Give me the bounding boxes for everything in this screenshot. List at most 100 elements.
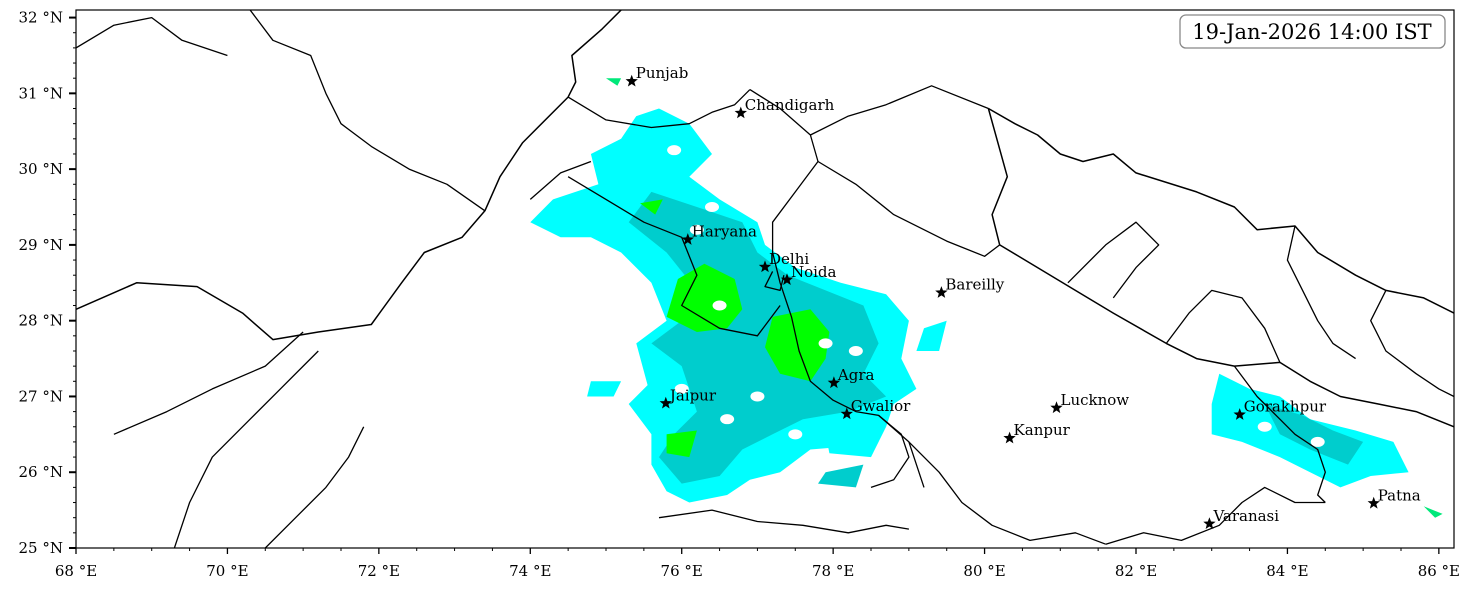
- city-marker-gorakhpur: Gorakhpur: [1233, 398, 1327, 420]
- state-border: [817, 160, 1001, 257]
- city-marker-varanasi: Varanasi: [1203, 507, 1279, 529]
- x-tick-label: 80 °E: [963, 562, 1005, 580]
- city-marker-agra: Agra: [827, 366, 875, 389]
- state-border: [529, 160, 592, 200]
- y-tick-label: 29 °N: [19, 236, 63, 254]
- y-tick-label: 30 °N: [19, 160, 63, 178]
- state-border: [567, 89, 751, 129]
- star-icon: [681, 233, 694, 245]
- state-border: [658, 509, 910, 534]
- city-label: Lucknow: [1061, 391, 1130, 409]
- state-border: [1233, 365, 1326, 503]
- star-icon: [1203, 517, 1216, 529]
- plot-frame: [75, 9, 1455, 549]
- international-border: [987, 108, 1454, 428]
- state-border: [810, 85, 989, 136]
- precip-gap: [720, 414, 735, 425]
- precip-heavy-area: [666, 430, 697, 458]
- y-axis: 25 °N 26 °N 27 °N 28 °N 29 °N 30 °N 31 °N 32 °N: [19, 9, 76, 557]
- state-border: [264, 426, 365, 548]
- x-tick-label: 76 °E: [661, 562, 703, 580]
- city-label: Gwalior: [851, 397, 911, 415]
- state-border: [76, 16, 228, 57]
- star-icon: [1003, 431, 1016, 444]
- city-marker-kanpur: Kanpur: [1003, 421, 1071, 444]
- city-marker-delhi: Delhi: [758, 250, 809, 273]
- precip-gap: [1310, 436, 1325, 447]
- city-marker-chandigarh: Chandigarh: [734, 96, 835, 119]
- city-marker-lucknow: Lucknow: [1050, 391, 1130, 414]
- star-icon: [758, 260, 772, 273]
- city-label: Varanasi: [1212, 507, 1279, 525]
- precip-medium-area: [818, 464, 864, 488]
- star-icon: [780, 273, 794, 285]
- precip-gap: [1257, 421, 1272, 432]
- y-tick-label: 27 °N: [19, 387, 63, 405]
- city-marker-gwalior: Gwalior: [840, 397, 911, 420]
- city-label: Punjab: [636, 64, 689, 82]
- star-icon: [734, 106, 747, 119]
- precip-gap: [705, 202, 719, 213]
- y-tick-label: 25 °N: [19, 539, 63, 557]
- x-tick-label: 78 °E: [812, 562, 854, 580]
- star-icon: [1233, 408, 1246, 420]
- y-tick-label: 32 °N: [19, 9, 63, 27]
- timestamp-label: 19-Jan-2026 14:00 IST: [1192, 20, 1431, 44]
- city-marker-bareilly: Bareilly: [935, 276, 1005, 298]
- city-label: Kanpur: [1014, 421, 1071, 439]
- y-tick-label: 26 °N: [19, 463, 63, 481]
- precip-gap: [788, 429, 803, 440]
- precip-light-area: [825, 426, 887, 458]
- x-tick-label: 70 °E: [206, 562, 248, 580]
- boundary-layer: [76, 10, 1454, 548]
- state-border: [173, 350, 319, 548]
- city-label: Agra: [837, 366, 875, 384]
- precip-spot-area: [606, 78, 622, 86]
- precip-gap: [689, 224, 704, 235]
- y-tick-label: 31 °N: [19, 84, 63, 102]
- state-border: [567, 176, 781, 337]
- y-tick-label: 28 °N: [19, 312, 63, 330]
- precip-gap: [674, 383, 689, 394]
- state-border: [764, 271, 785, 292]
- precip-gap: [667, 145, 682, 156]
- precip-heavy-area: [640, 199, 663, 215]
- state-border: [870, 414, 910, 489]
- star-icon: [840, 407, 853, 420]
- state-border: [1165, 289, 1281, 363]
- city-marker-noida: Noida: [780, 263, 837, 285]
- city-label: Delhi: [769, 250, 809, 268]
- city-label: Bareilly: [945, 276, 1004, 294]
- state-border: [1105, 486, 1326, 545]
- precip-light-area: [587, 381, 622, 397]
- city-label: Noida: [791, 263, 837, 281]
- precip-gap: [848, 345, 863, 356]
- precip-medium-area: [1264, 404, 1364, 465]
- city-label: Haryana: [692, 223, 757, 241]
- timestamp-frame: [1179, 14, 1446, 49]
- precip-light-area: [916, 320, 947, 351]
- timestamp-box: 19-Jan-2026 14:00 IST: [1179, 14, 1446, 49]
- international-border: [988, 107, 1454, 314]
- x-tick-label: 72 °E: [358, 562, 400, 580]
- city-label: Chandigarh: [745, 96, 835, 114]
- state-border: [1370, 290, 1454, 398]
- precip-gap: [750, 391, 765, 402]
- x-tick-label: 68 °E: [55, 562, 97, 580]
- city-label: Gorakhpur: [1244, 398, 1327, 416]
- international-border: [76, 10, 623, 341]
- precip-gap: [712, 300, 727, 311]
- precip-heavy-area: [666, 263, 743, 332]
- state-border: [1067, 221, 1160, 299]
- state-border: [1286, 225, 1356, 360]
- city-marker-patna: Patna: [1367, 486, 1421, 509]
- star-icon: [1050, 401, 1063, 414]
- x-tick-label: 82 °E: [1115, 562, 1157, 580]
- city-marker-haryana: Haryana: [681, 223, 757, 245]
- state-border: [749, 89, 925, 488]
- precip-spot-area: [1423, 506, 1443, 518]
- star-icon: [827, 376, 841, 389]
- x-tick-label: 86 °E: [1418, 562, 1460, 580]
